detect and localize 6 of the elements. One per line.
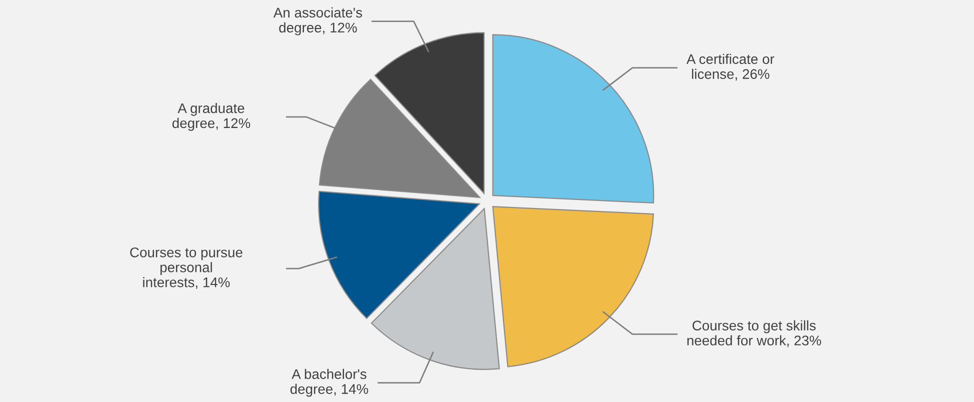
slice-label: An associate's degree, 12% — [273, 7, 362, 36]
slice-label: Courses to pursue personal interests, 14% — [130, 247, 242, 289]
slice-label: A certificate or license, 26% — [686, 54, 774, 81]
slice-label: Courses to get skills needed for work, 23% — [687, 320, 822, 348]
slice-label: A bachelor's degree, 14% — [290, 368, 368, 397]
slice-label: A graduate degree, 12% — [172, 102, 250, 131]
